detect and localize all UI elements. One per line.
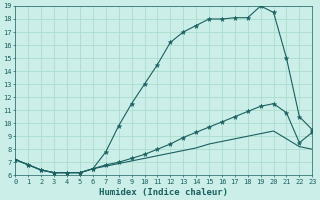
X-axis label: Humidex (Indice chaleur): Humidex (Indice chaleur) bbox=[100, 188, 228, 197]
